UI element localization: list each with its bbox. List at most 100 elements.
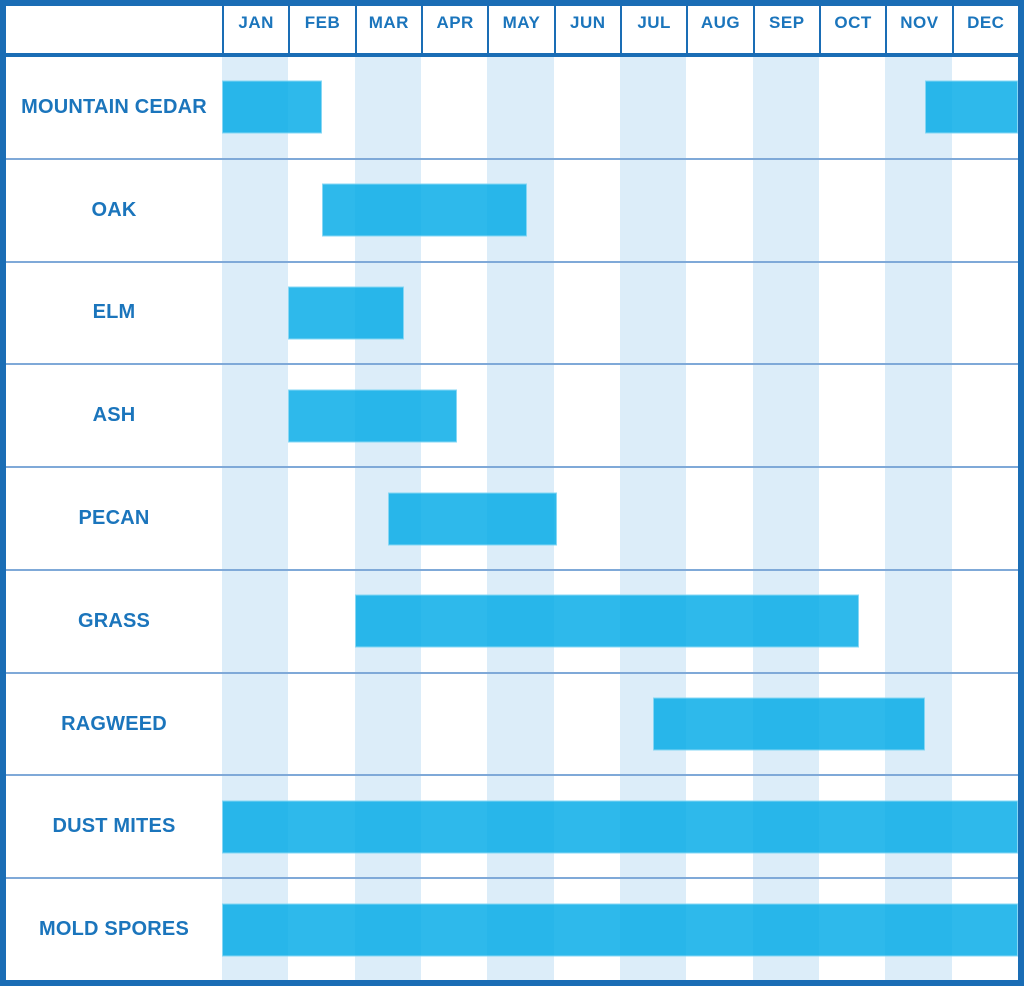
row-track (222, 159, 1018, 261)
row-label: GRASS (77, 609, 151, 632)
month-header-cell: NOV (885, 6, 951, 53)
header-corner-cell (6, 6, 222, 53)
table-row: MOLD SPORES (6, 879, 1018, 980)
month-label: OCT (834, 13, 872, 32)
row-label-cell: ELM (6, 262, 222, 364)
month-stripe-column (620, 262, 687, 364)
season-bar (653, 697, 926, 751)
season-bar (354, 594, 859, 648)
row-label: ASH (92, 404, 136, 427)
row-label-cell: DUST MITES (6, 776, 222, 878)
row-label: MOLD SPORES (39, 918, 189, 941)
month-label: AUG (700, 13, 741, 32)
row-label-cell: ASH (6, 365, 222, 467)
row-track (222, 57, 1018, 158)
month-stripe-column (620, 365, 687, 467)
season-bar (925, 80, 1018, 134)
row-label: DUST MITES (52, 815, 176, 838)
row-label: PECAN (78, 507, 150, 530)
row-track (222, 468, 1018, 569)
month-label: NOV (900, 13, 939, 32)
table-row: RAGWEED (6, 673, 1018, 777)
month-label: SEP (769, 13, 805, 32)
month-header-cell: DEC (951, 6, 1018, 53)
month-label: MAY (502, 13, 541, 32)
table-row: ASH (6, 365, 1018, 469)
table-row: MOUNTAIN CEDAR (6, 57, 1018, 160)
month-header-cell: MAY (487, 6, 553, 53)
month-label: FEB (304, 13, 341, 32)
month-label: DEC (967, 13, 1005, 32)
month-stripe-column (620, 468, 687, 569)
table-row: OAK (6, 159, 1018, 263)
row-track (222, 673, 1018, 775)
month-stripe-column (222, 673, 289, 775)
season-bar (288, 286, 405, 340)
month-label: JUN (570, 13, 606, 32)
row-track (222, 365, 1018, 467)
month-stripe-column (222, 468, 289, 569)
month-label: MAR (368, 13, 409, 32)
season-bar (222, 903, 1018, 957)
month-label: JAN (238, 13, 274, 32)
month-label: JUL (637, 13, 671, 32)
month-stripe-column (354, 57, 421, 158)
table-row: DUST MITES (6, 776, 1018, 880)
month-stripe-column (620, 159, 687, 261)
month-stripe-column (885, 159, 952, 261)
month-stripe-column (222, 159, 289, 261)
row-label-cell: GRASS (6, 570, 222, 672)
row-label-cell: OAK (6, 159, 222, 261)
month-stripe-column (752, 262, 819, 364)
row-label-cell: PECAN (6, 468, 222, 569)
month-header-cell: JUN (553, 6, 620, 53)
month-header-cell: JUL (619, 6, 686, 53)
row-track (222, 262, 1018, 364)
row-label-cell: RAGWEED (6, 673, 222, 775)
month-stripe-column (487, 365, 554, 467)
month-header-row: JAN FEB MAR APR MAY JUN JUL AUG SEP OCT NOV DEC (6, 6, 1018, 57)
month-stripe-column (752, 468, 819, 569)
month-stripe-column (885, 468, 952, 569)
month-stripe-column (222, 365, 289, 467)
season-bar (321, 183, 528, 237)
month-header-cell: APR (420, 6, 487, 53)
month-header-cell: MAR (354, 6, 421, 53)
month-stripe-column (885, 365, 952, 467)
row-label: MOUNTAIN CEDAR (21, 95, 207, 118)
table-row: GRASS (6, 570, 1018, 674)
month-header-cell: JAN (222, 6, 288, 53)
row-track (222, 879, 1018, 980)
month-stripe-column (222, 262, 289, 364)
month-stripe-column (487, 262, 554, 364)
row-label: OAK (91, 198, 137, 221)
month-header-cells: JAN FEB MAR APR MAY JUN JUL AUG SEP OCT NOV DEC (222, 6, 1018, 53)
season-bar (288, 389, 458, 443)
row-label-cell: MOUNTAIN CEDAR (6, 57, 222, 158)
month-stripe-column (620, 57, 687, 158)
month-stripe-column (354, 673, 421, 775)
month-header-cell: FEB (288, 6, 354, 53)
row-label-cell: MOLD SPORES (6, 879, 222, 980)
row-track (222, 570, 1018, 672)
month-header-cell: SEP (752, 6, 819, 53)
month-stripe-column (222, 570, 289, 672)
month-header-cell: OCT (818, 6, 885, 53)
season-bar (222, 800, 1018, 854)
row-label: RAGWEED (61, 712, 167, 735)
row-label: ELM (92, 301, 136, 324)
season-bar (387, 492, 557, 546)
month-stripe-column (752, 159, 819, 261)
month-stripe-column (885, 570, 952, 672)
table-row: ELM (6, 262, 1018, 366)
month-label: APR (436, 13, 474, 32)
month-stripe-column (487, 57, 554, 158)
season-bar (222, 80, 322, 134)
month-stripe-column (752, 365, 819, 467)
month-stripe-column (752, 57, 819, 158)
row-track (222, 776, 1018, 878)
month-stripe-column (885, 262, 952, 364)
calendar-body: MOUNTAIN CEDAR OAK ELM ASH PECAN GRASS RAGWEED… (6, 57, 1018, 980)
month-header-cell: AUG (686, 6, 752, 53)
